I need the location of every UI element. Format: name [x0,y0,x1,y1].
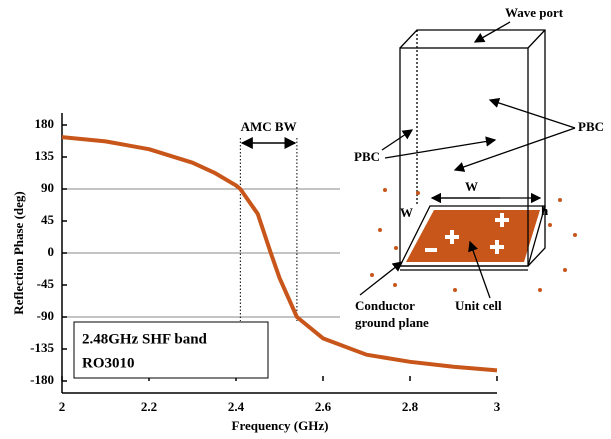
x-tick-label: 2.4 [228,399,245,414]
x-tick-label: 2.8 [402,399,419,414]
x-tick-label: 2 [59,399,66,414]
y-tick-label: 90 [41,180,54,195]
curve [61,135,498,373]
info-text: 2.48GHz SHF band [82,331,208,347]
diagram-label: h [541,203,549,218]
diagram-label: Conductor [355,298,415,313]
y-tick-label: 180 [35,116,55,131]
diagram-label: Unit cell [455,298,502,313]
x-tick-label: 2.2 [141,399,157,414]
info-box [73,321,269,379]
y-tick-label: 135 [35,148,55,163]
x-tick-label: 2.6 [315,399,332,414]
diagram-label: W [400,205,413,220]
diagram-label: PBC [578,119,604,134]
diagram-label: Wave port [505,5,564,20]
x-axis-label: Frequency (GHz) [232,418,329,433]
y-tick-label: -180 [30,372,54,387]
y-tick-label: 0 [48,244,55,259]
unit-cell-diagram: Wave port PBC PBC W W h Conductor ground… [354,5,604,330]
diagram-label: ground plane [355,315,429,330]
y-axis-label: Reflection Phase (deg) [11,191,26,314]
y-tick-label: 45 [41,212,55,227]
annotation: AMC BW [241,119,297,134]
y-tick-label: -135 [30,340,54,355]
info-text: RO3010 [82,355,135,371]
diagram-label: W [465,179,478,194]
diagram-label: PBC [354,149,380,164]
x-tick-label: 3 [494,399,501,414]
y-tick-label: -90 [37,308,54,323]
y-tick-label: -45 [37,276,55,291]
